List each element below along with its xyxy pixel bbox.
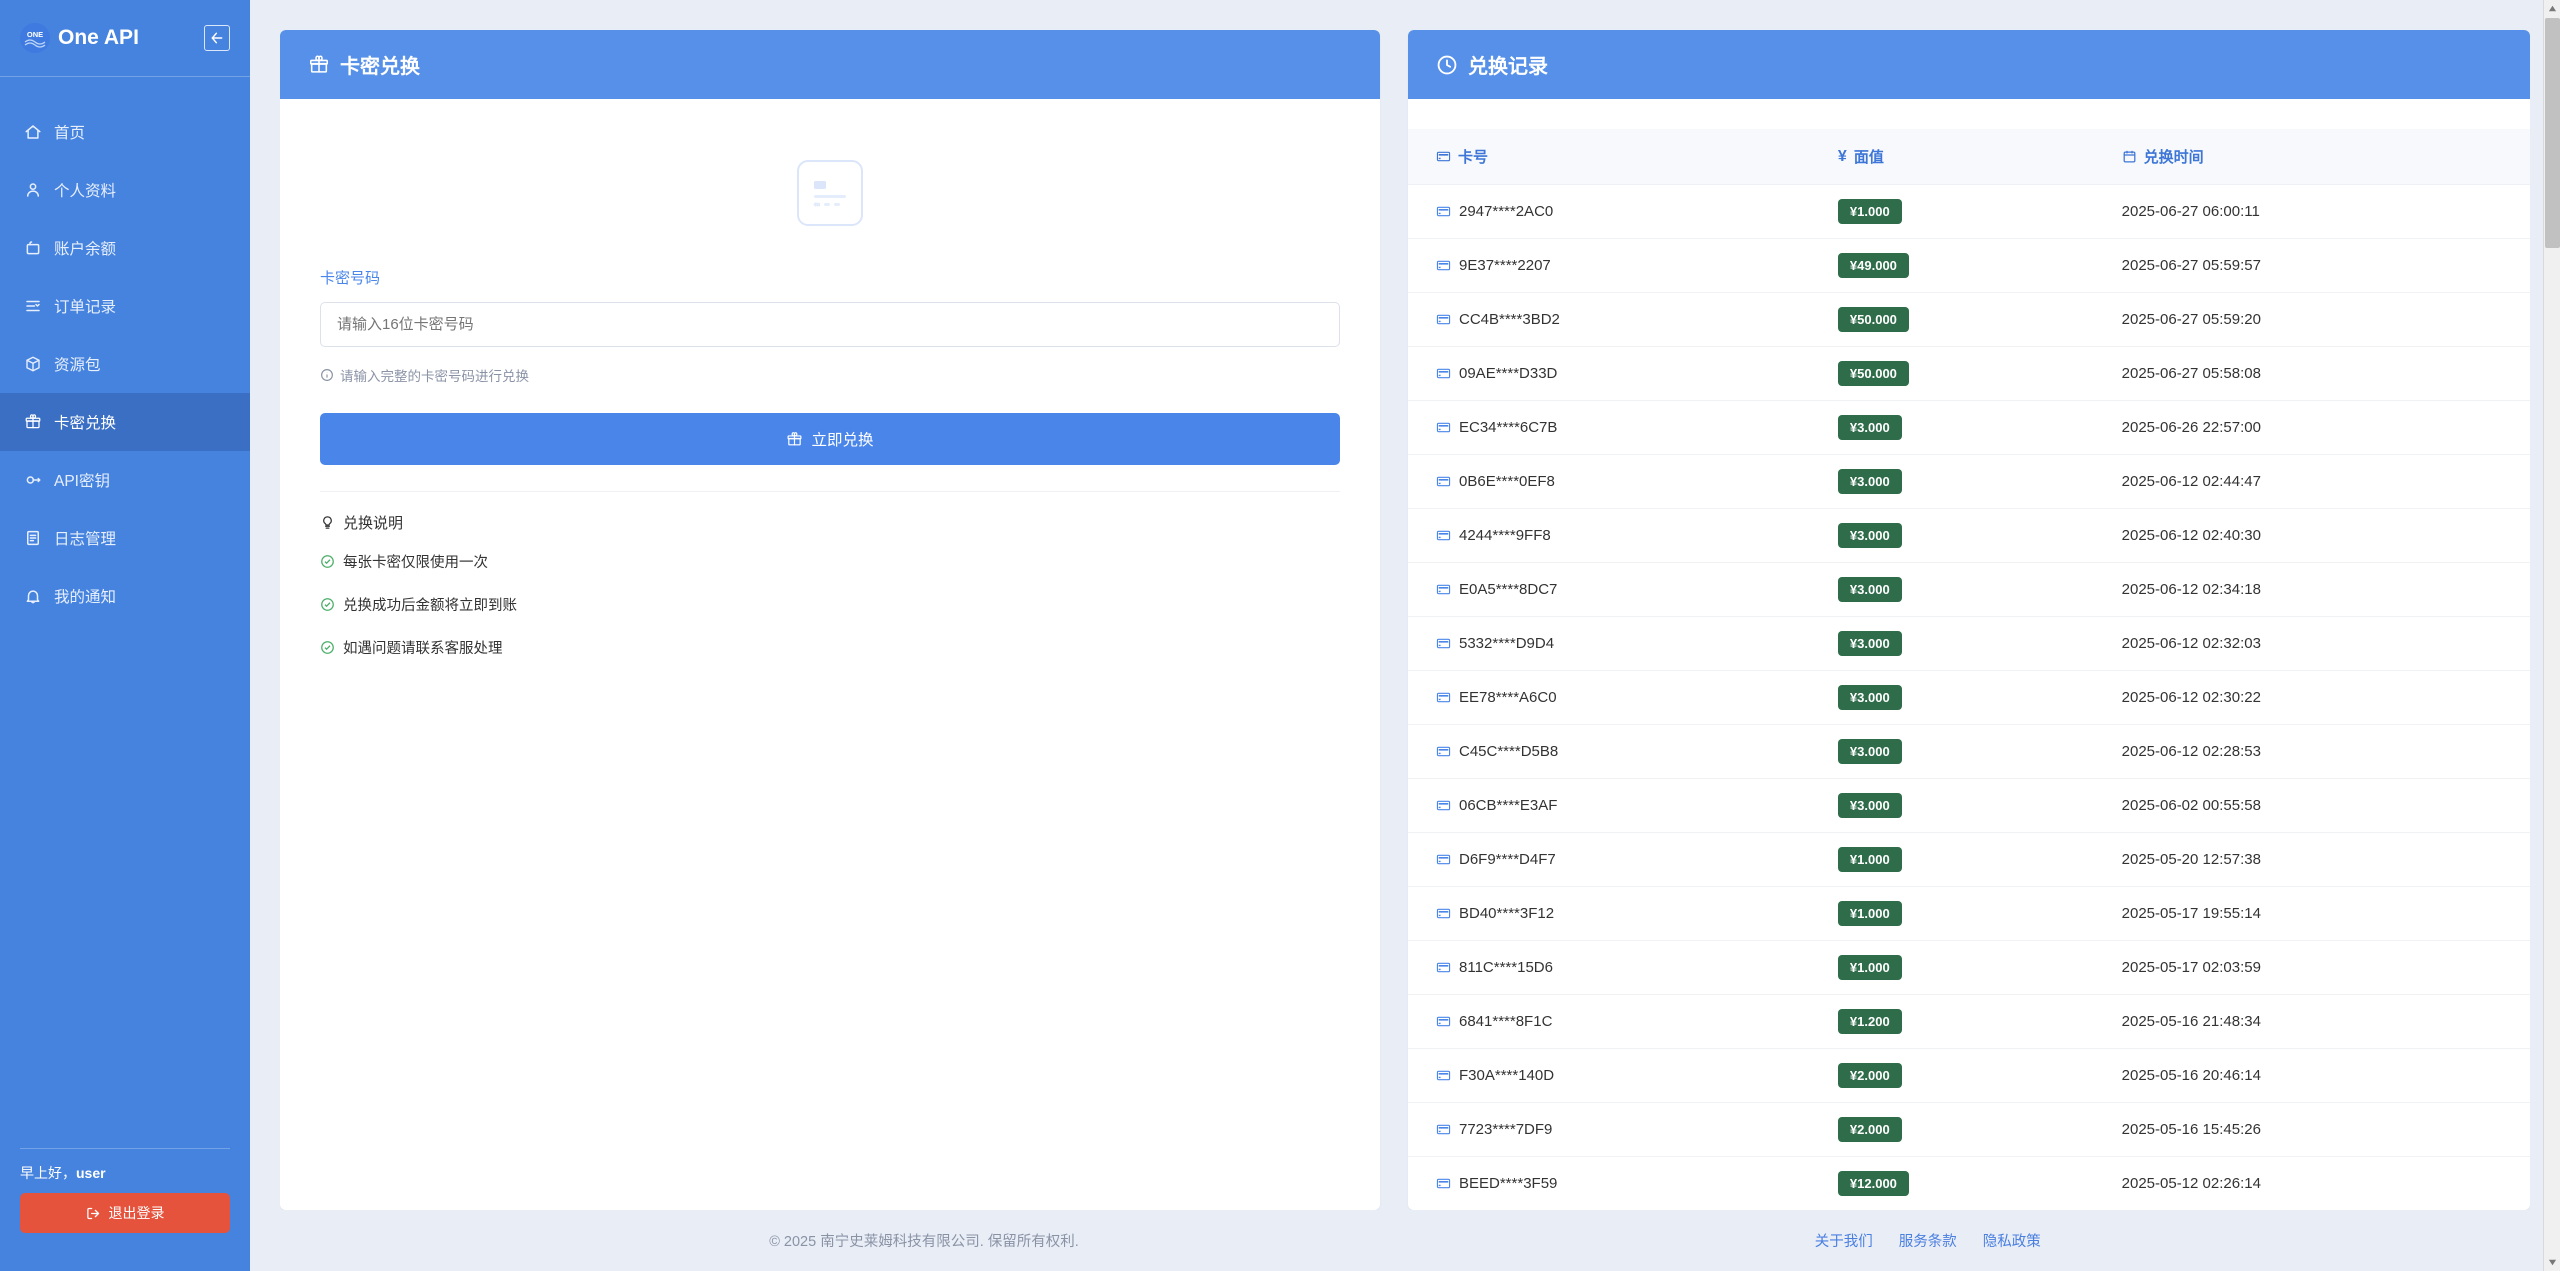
svg-text:ONE: ONE [27,30,43,39]
